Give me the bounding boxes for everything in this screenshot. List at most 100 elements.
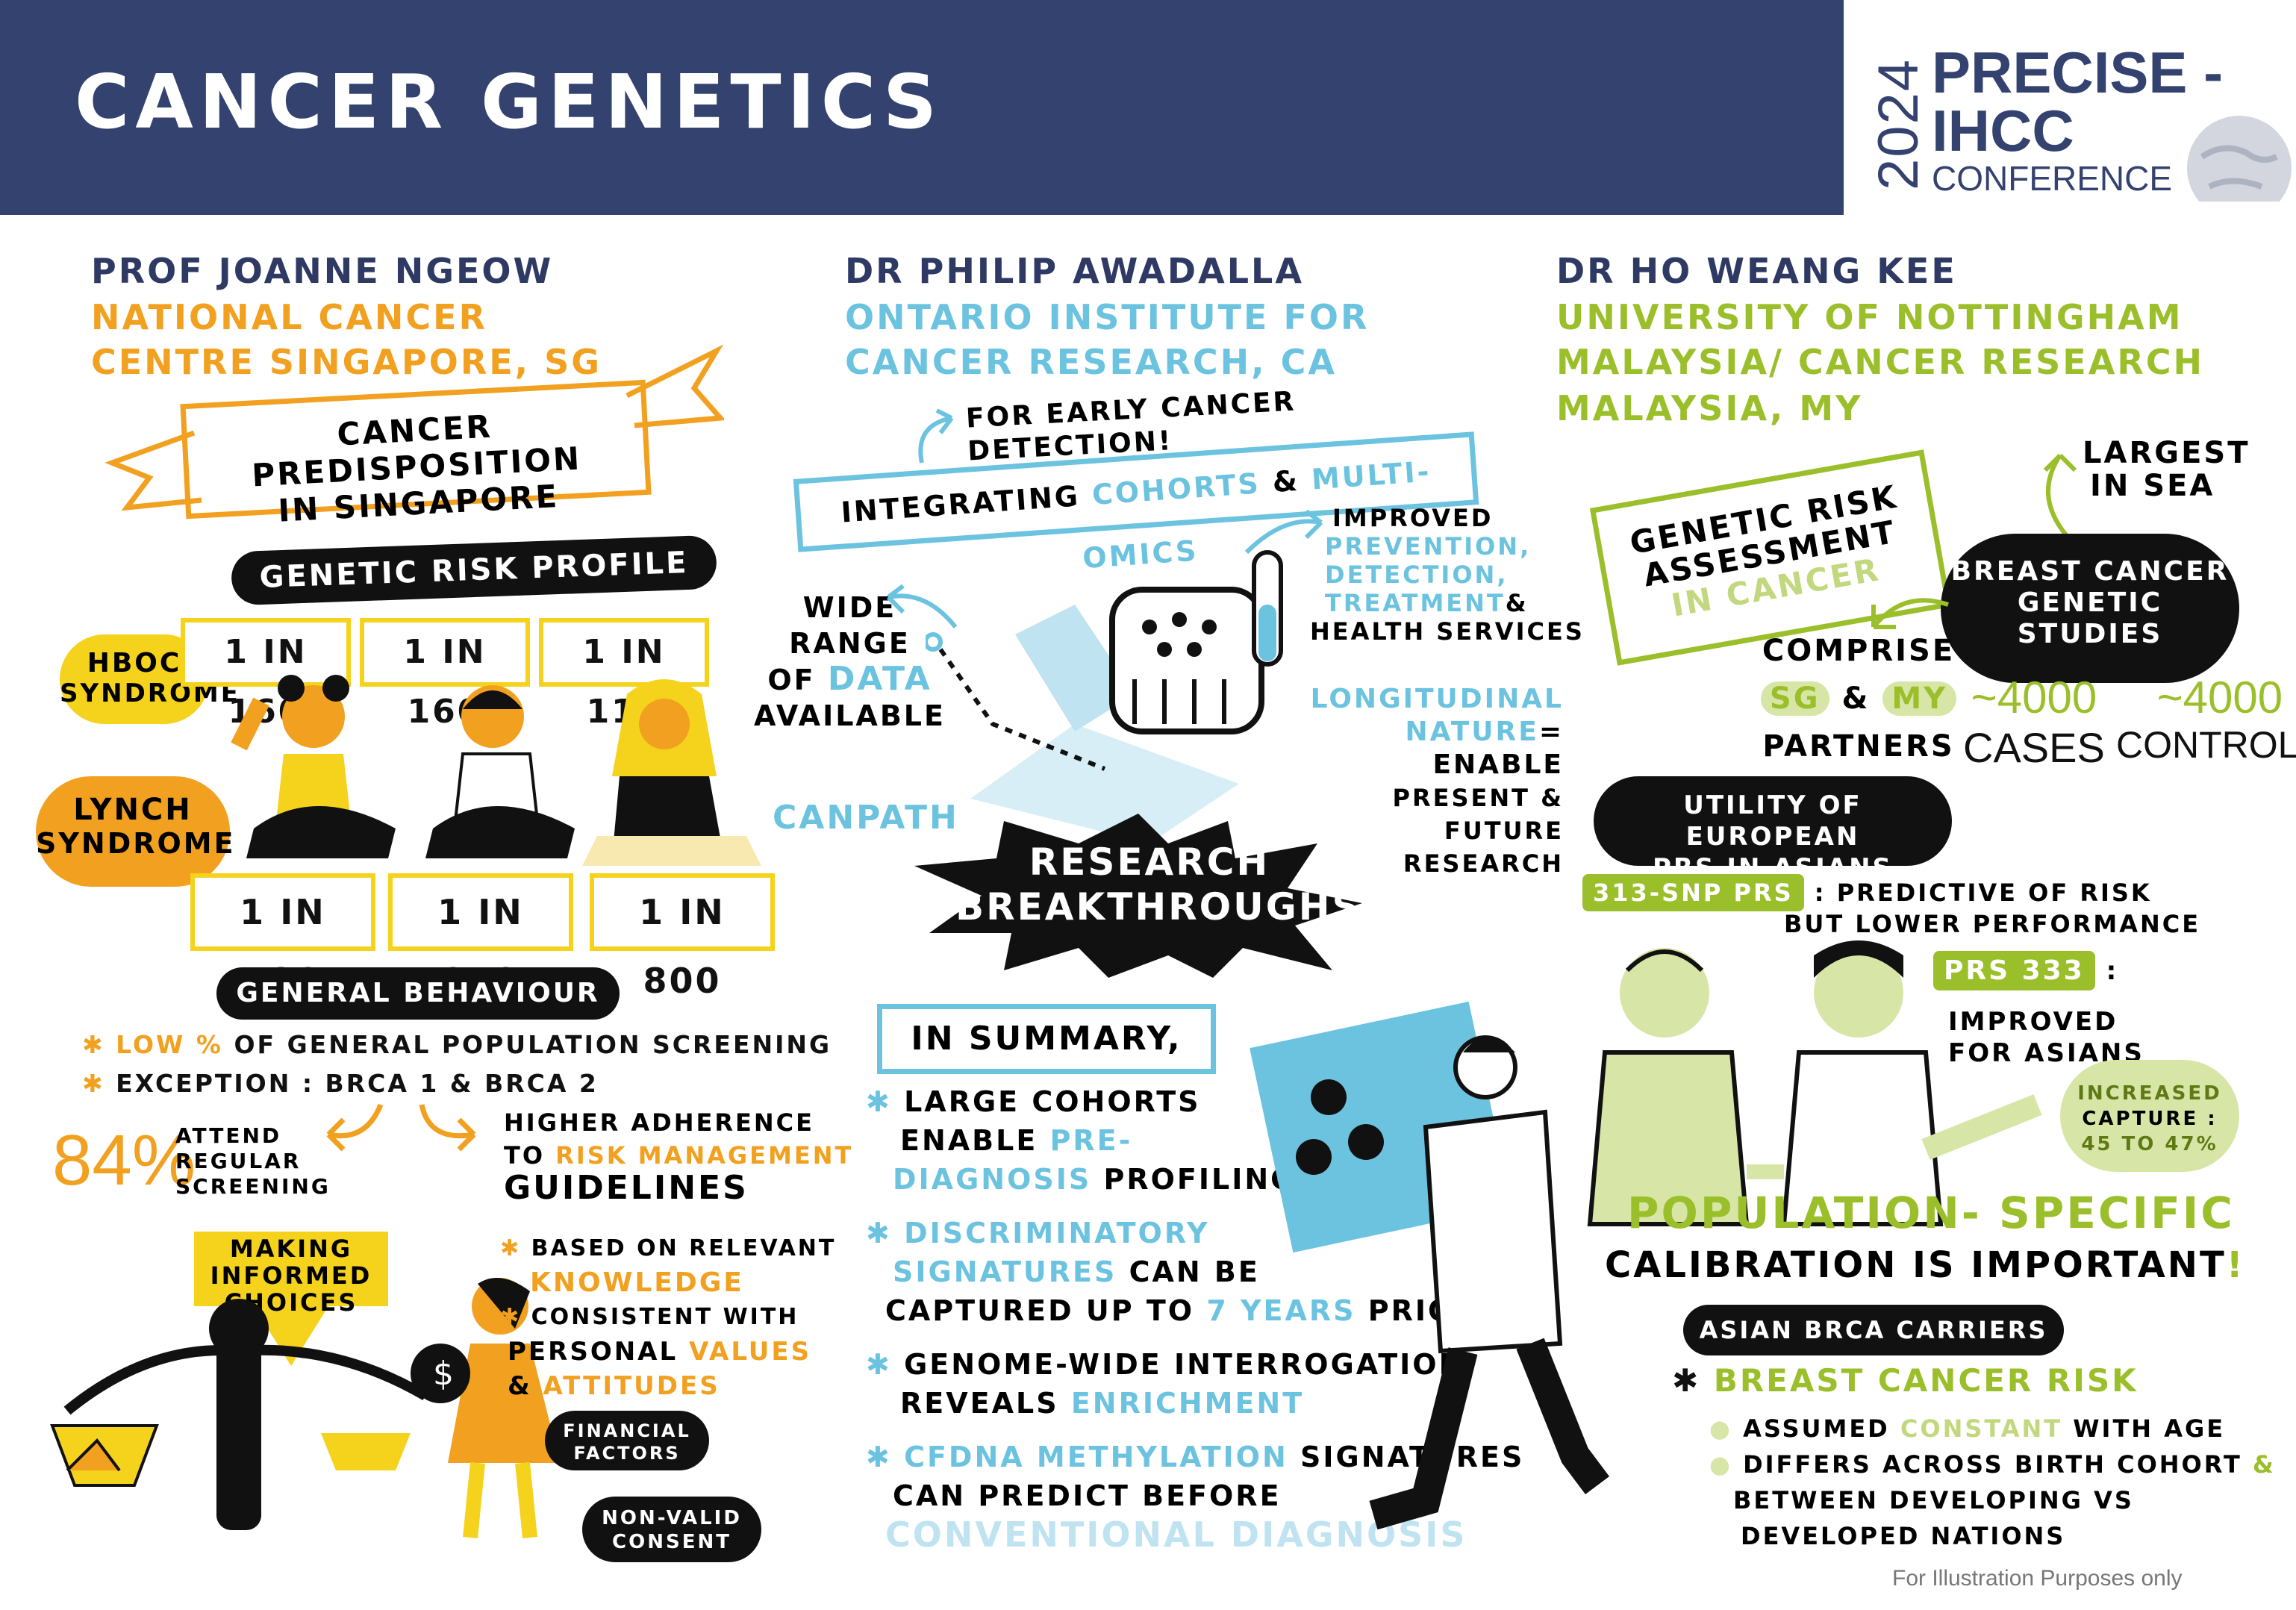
s1-line3a: DIAGNOSIS bbox=[893, 1163, 1092, 1196]
bcgs-line3: STUDIES bbox=[2017, 619, 2163, 649]
choices-list: ✱ BASED ON RELEVANT KNOWLEDGE ✱ CONSISTE… bbox=[500, 1232, 836, 1403]
summary-banner: IN SUMMARY, bbox=[877, 1004, 1216, 1074]
wide-line3b: DATA bbox=[827, 660, 932, 698]
coin-icon bbox=[411, 1344, 470, 1403]
s2-line3b: 7 YEARS bbox=[1206, 1294, 1356, 1327]
prs333-text: PRS 333 : IMPROVED FOR ASIANS bbox=[1933, 951, 2144, 1069]
financial-line2: FACTORS bbox=[573, 1443, 681, 1464]
adherence-text: HIGHER ADHERENCE TO RISK MANAGEMENT GUID… bbox=[504, 1106, 853, 1205]
prs333-colon: : bbox=[2106, 956, 2119, 986]
banner-part3: & bbox=[1271, 464, 1301, 499]
ribbon-tail-right bbox=[626, 344, 724, 428]
s3-line2b: ENRICHMENT bbox=[1070, 1387, 1305, 1420]
arrow-icon bbox=[1244, 509, 1323, 555]
conference-logo: 2024 PRECISE - IHCC CONFERENCE bbox=[1844, 0, 2296, 215]
financial-factors-bubble: FINANCIAL FACTORS bbox=[545, 1411, 709, 1470]
breakthrough-line2: BREAKTHROUGHS bbox=[955, 885, 1361, 929]
two-men-illustration bbox=[1587, 940, 2042, 1226]
s2-line1: DISCRIMINATORY bbox=[904, 1217, 1210, 1249]
risk-profile-label: GENETIC RISK PROFILE bbox=[230, 534, 718, 606]
improved-text: IMPROVED PREVENTION, DETECTION, TREATMEN… bbox=[1310, 504, 1585, 646]
choice2-line2a: PERSONAL bbox=[508, 1337, 678, 1367]
behaviour-label: GENERAL BEHAVIOUR bbox=[216, 967, 620, 1020]
bcgs-bubble: BREAST CANCER GENETIC STUDIES bbox=[1941, 534, 2239, 683]
largest-text: LARGEST IN SEA bbox=[2083, 437, 2250, 502]
predisposition-banner: CANCER PREDISPOSITION IN SINGAPORE bbox=[180, 379, 652, 529]
largest-line1: LARGEST bbox=[2083, 436, 2250, 470]
affiliation-middle-1: ONTARIO INSTITUTE FOR bbox=[845, 297, 1370, 337]
page-title: CANCER GENETICS bbox=[75, 58, 943, 146]
improved-line4b: & bbox=[1505, 589, 1529, 617]
s2-line3a: CAPTURED UP TO bbox=[885, 1294, 1195, 1327]
disclaimer: For Illustration Purposes only bbox=[1892, 1566, 2183, 1591]
choice2-line1: CONSISTENT WITH bbox=[531, 1304, 799, 1330]
lynch-line1: LYNCH bbox=[73, 793, 193, 827]
choice2-line3a: & bbox=[508, 1371, 532, 1401]
adherence-highlight: RISK MANAGEMENT bbox=[555, 1141, 854, 1170]
adherence-to: TO bbox=[504, 1141, 546, 1170]
snp-line2: BUT LOWER PERFORMANCE bbox=[1784, 910, 2201, 938]
breakthrough-burst bbox=[914, 814, 1362, 978]
calib-line2a: CALIBRATION IS IMPORTANT bbox=[1605, 1244, 2227, 1286]
calib-line1b: - SPECIFIC bbox=[1961, 1188, 2235, 1238]
breakthrough-line1: RESEARCH bbox=[1029, 840, 1270, 884]
partner-and: & bbox=[1841, 681, 1871, 716]
choice2-line2b: VALUES bbox=[689, 1337, 812, 1367]
wide-line2: RANGE bbox=[789, 627, 911, 660]
affiliation-left-1: NATIONAL CANCER bbox=[91, 297, 488, 337]
logo-line2: IHCC bbox=[1932, 98, 2074, 163]
arrow-icon bbox=[886, 584, 958, 628]
informed-line2: INFORMED bbox=[210, 1261, 372, 1290]
arrow-icon bbox=[918, 408, 954, 464]
s2-line2a: SIGNATURES bbox=[893, 1255, 1117, 1288]
speaker-right: DR HO WEANG KEE bbox=[1556, 251, 1957, 291]
star-icon: ✱ bbox=[500, 1235, 531, 1261]
prs333-tag: PRS 333 bbox=[1933, 951, 2095, 990]
snp-text: 313-SNP PRS : PREDICTIVE OF RISK BUT LOW… bbox=[1582, 874, 2201, 940]
s4-line1a: CFDNA METHYLATION bbox=[904, 1441, 1288, 1473]
bullet1-prefix: LOW % bbox=[116, 1030, 223, 1059]
lynch-line2: SYNDROME bbox=[36, 827, 236, 860]
flask-icon bbox=[1015, 605, 1135, 731]
improved-line2: PREVENTION, bbox=[1325, 532, 1532, 561]
hboc-value-2: 1 IN 160 bbox=[360, 618, 530, 731]
longitudinal-line1: LONGITUDINAL bbox=[1310, 684, 1564, 714]
comprise-label: COMPRISE bbox=[1762, 634, 1956, 668]
banner-part2: COHORTS bbox=[1091, 467, 1262, 512]
behaviour-bullet-1: ✱ LOW % OF GENERAL POPULATION SCREENING bbox=[82, 1030, 832, 1059]
risk-b2-line1a: DIFFERS ACROSS BIRTH COHORT bbox=[1743, 1450, 2242, 1479]
hboc-line1: HBOC bbox=[87, 648, 182, 678]
canpath-label: CANPATH bbox=[773, 799, 959, 837]
adherence-line3: GUIDELINES bbox=[504, 1169, 749, 1207]
data-plane-icon bbox=[970, 724, 1239, 843]
affiliation-right-2: MALAYSIA/ CANCER RESEARCH bbox=[1556, 342, 2205, 382]
logo-line1: PRECISE - bbox=[1932, 40, 2224, 105]
stat-line2: REGULAR bbox=[175, 1149, 302, 1173]
capture-bubble: INCREASED CAPTURE : 45 TO 47% bbox=[2060, 1060, 2239, 1172]
longitudinal-line2a: NATURE bbox=[1405, 717, 1539, 747]
risk-b1a: ASSUMED bbox=[1743, 1414, 1890, 1443]
woman-figure-1 bbox=[231, 675, 396, 858]
non-valid-consent-bubble: NON-VALID CONSENT bbox=[582, 1497, 761, 1562]
improved-line3: DETECTION, bbox=[1325, 561, 1509, 589]
longitudinal-line3: PRESENT & FUTURE bbox=[1392, 784, 1564, 845]
logo-year: 2024 bbox=[1867, 57, 1930, 190]
behaviour-bullet-2: ✱ EXCEPTION : BRCA 1 & BRCA 2 bbox=[82, 1069, 599, 1098]
wide-line3a: OF bbox=[767, 664, 816, 696]
longitudinal-text: LONGITUDINAL NATURE= ENABLE PRESENT & FU… bbox=[1310, 683, 1564, 880]
ribbon-tail-left bbox=[104, 430, 202, 511]
star-icon: ✱ bbox=[866, 1348, 905, 1381]
partners-label: PARTNERS bbox=[1762, 729, 1955, 764]
s1-line2a: ENABLE bbox=[900, 1124, 1038, 1157]
informed-text: MAKING INFORMED CHOICES bbox=[194, 1235, 388, 1316]
s3-line1: GENOME-WIDE INTERROGATION bbox=[904, 1348, 1465, 1381]
s4-line3: CONVENTIONAL DIAGNOSIS bbox=[885, 1514, 1467, 1555]
choice1-line2: KNOWLEDGE bbox=[530, 1267, 744, 1298]
largest-line2: IN SEA bbox=[2090, 469, 2215, 503]
bullet-dot-icon: ● bbox=[1709, 1414, 1732, 1443]
improved-line5: HEALTH SERVICES bbox=[1310, 617, 1585, 646]
header-bar bbox=[0, 0, 1844, 215]
consent-line2: CONSENT bbox=[612, 1531, 731, 1553]
star-icon: ✱ bbox=[500, 1304, 531, 1330]
informed-arrow-icon bbox=[194, 1232, 388, 1366]
